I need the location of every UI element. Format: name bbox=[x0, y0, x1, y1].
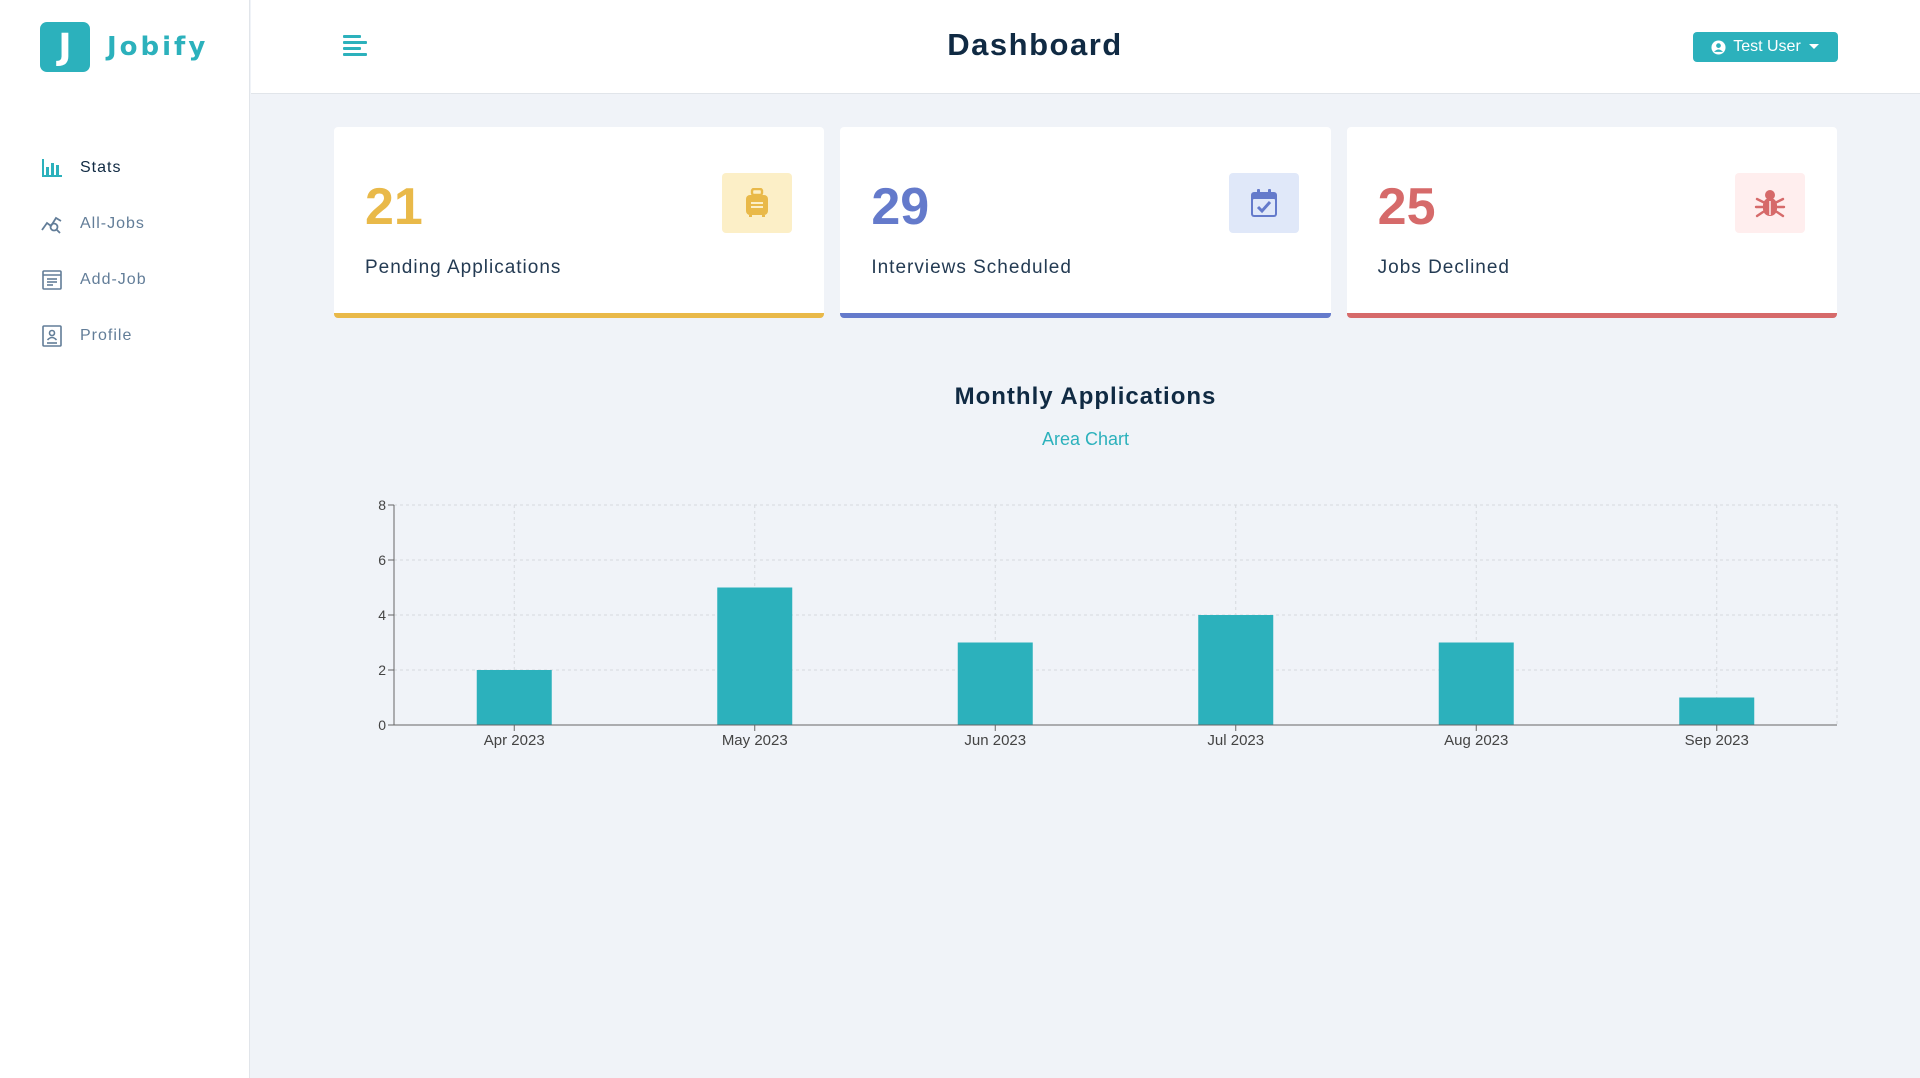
stat-count: 21 bbox=[365, 178, 423, 236]
x-tick-label: Apr 2023 bbox=[484, 732, 545, 749]
stats-container: 21 Pending Applications 29 Interviews Sc… bbox=[334, 127, 1837, 318]
bar bbox=[1198, 615, 1274, 725]
stat-card-pending: 21 Pending Applications bbox=[334, 127, 825, 318]
bar bbox=[476, 670, 552, 725]
menu-align-left-icon bbox=[343, 35, 367, 56]
logo-mark: J bbox=[40, 22, 90, 72]
bug-icon bbox=[1754, 190, 1786, 218]
sidebar-item-stats[interactable]: Stats bbox=[40, 140, 147, 196]
sidebar-item-label: Stats bbox=[80, 159, 122, 176]
bar-chart: 0 2 4 6 8 Apr 2023 May 2023 Jun 2023 Jul 2023 Aug… bbox=[378, 497, 1838, 749]
suitcase-icon bbox=[746, 188, 769, 217]
y-tick-label: 6 bbox=[378, 552, 386, 568]
y-tick-label: 0 bbox=[378, 717, 386, 733]
stat-card-declined: 25 Jobs Declined bbox=[1346, 127, 1837, 318]
stat-count: 25 bbox=[1377, 178, 1436, 236]
user-name: Test User bbox=[1733, 38, 1801, 55]
sidebar-item-all-jobs[interactable]: All-Jobs bbox=[40, 196, 147, 252]
sidebar-item-profile[interactable]: Profile bbox=[40, 308, 147, 364]
logo[interactable]: J Jobify bbox=[40, 22, 208, 72]
chart-title: Monthly Applications bbox=[954, 383, 1217, 410]
top-navbar: Dashboard Test User bbox=[251, 0, 1920, 94]
sidebar-item-label: Add-Job bbox=[80, 271, 147, 288]
sidebar-toggle-button[interactable] bbox=[341, 33, 369, 59]
stat-icon-box bbox=[1734, 173, 1805, 233]
x-tick-label: May 2023 bbox=[722, 732, 788, 749]
y-tick-label: 4 bbox=[378, 607, 386, 623]
stat-label: Jobs Declined bbox=[1377, 257, 1510, 278]
stat-label: Pending Applications bbox=[365, 257, 562, 278]
form-icon bbox=[40, 268, 64, 292]
stat-icon-box bbox=[722, 173, 793, 233]
caret-down-icon bbox=[1808, 44, 1819, 49]
x-tick-label: Sep 2023 bbox=[1685, 732, 1749, 749]
page-title: Dashboard bbox=[947, 27, 1123, 62]
x-tick-label: Jun 2023 bbox=[964, 732, 1026, 749]
bar bbox=[957, 642, 1033, 725]
y-tick-label: 8 bbox=[378, 497, 386, 513]
user-menu-button[interactable]: Test User bbox=[1693, 32, 1838, 62]
bar-chart-icon bbox=[40, 156, 64, 180]
chart-type-toggle-button[interactable]: Area Chart bbox=[334, 429, 1837, 450]
sidebar-item-add-job[interactable]: Add-Job bbox=[40, 252, 147, 308]
stat-card-interviews: 29 Interviews Scheduled bbox=[840, 127, 1331, 318]
x-tick-label: Aug 2023 bbox=[1444, 732, 1508, 749]
chart-container: 0 2 4 6 8 Apr 2023 May 2023 Jun 2023 Jul 2023 Aug… bbox=[334, 490, 1854, 760]
sidebar-item-label: Profile bbox=[80, 327, 133, 344]
bar bbox=[1679, 697, 1755, 725]
bar bbox=[717, 587, 793, 725]
stat-icon-box bbox=[1228, 173, 1299, 233]
y-tick-label: 2 bbox=[378, 662, 386, 678]
user-circle-icon bbox=[1711, 39, 1726, 55]
bar bbox=[1438, 642, 1514, 725]
sidebar-item-label: All-Jobs bbox=[80, 215, 145, 232]
sidebar-nav: Stats All-Jobs Add-Job Profile bbox=[40, 140, 147, 364]
logo-text: Jobify bbox=[107, 32, 209, 62]
profile-card-icon bbox=[40, 324, 64, 348]
stat-label: Interviews Scheduled bbox=[871, 257, 1072, 278]
calendar-check-icon bbox=[1250, 189, 1277, 217]
stat-count: 29 bbox=[871, 178, 930, 236]
sidebar: J Jobify Stats All-Jobs Add-Job Profile bbox=[0, 0, 250, 1078]
x-tick-label: Jul 2023 bbox=[1207, 732, 1264, 749]
query-stats-icon bbox=[40, 212, 64, 236]
